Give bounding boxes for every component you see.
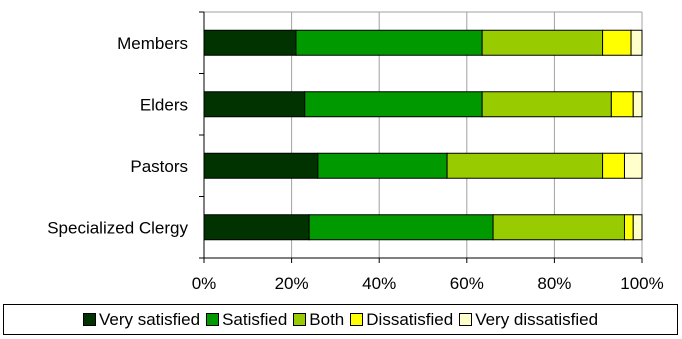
x-tick-labels: 0% 20% 40% 60% 80% 100% bbox=[192, 274, 664, 293]
x-tick-label: 0% bbox=[192, 274, 217, 293]
legend-item: Very dissatisfied bbox=[459, 310, 598, 330]
category-label: Members bbox=[117, 34, 188, 53]
legend-label: Both bbox=[309, 309, 345, 329]
category-labels: Members Elders Pastors Specialized Clergy bbox=[47, 34, 188, 238]
legend-item: Both bbox=[293, 310, 344, 330]
bars bbox=[203, 29, 643, 241]
category-label: Pastors bbox=[130, 157, 188, 176]
bar-segment bbox=[203, 29, 297, 56]
bar-segment bbox=[602, 152, 625, 179]
legend: Very satisfied Satisfied Both Dissatisfied V… bbox=[3, 304, 678, 335]
legend-swatch bbox=[82, 313, 96, 326]
bar-segment bbox=[630, 29, 643, 56]
x-tick-label: 20% bbox=[275, 274, 309, 293]
legend-swatch bbox=[350, 313, 364, 326]
category-label: Specialized Clergy bbox=[47, 218, 188, 237]
legend-item: Dissatisfied bbox=[350, 310, 453, 330]
bar-segment bbox=[203, 91, 306, 118]
bar-segment bbox=[632, 91, 643, 118]
bar-segment bbox=[304, 91, 483, 118]
bar-segment bbox=[623, 152, 643, 179]
bar-segment bbox=[481, 91, 612, 118]
legend-item: Satisfied bbox=[206, 310, 287, 330]
bar-segment bbox=[492, 214, 625, 241]
x-tick-label: 80% bbox=[537, 274, 571, 293]
legend-label: Dissatisfied bbox=[366, 309, 454, 329]
bar-segment bbox=[203, 214, 310, 241]
category-label: Elders bbox=[140, 95, 188, 114]
bar-segment bbox=[610, 91, 634, 118]
bar-segment bbox=[308, 214, 494, 241]
stacked-bar-chart: Members Elders Pastors Specialized Clergy 0… bbox=[47, 11, 664, 293]
bar-segment bbox=[446, 152, 604, 179]
legend-label: Satisfied bbox=[222, 309, 288, 329]
legend-label: Very dissatisfied bbox=[475, 309, 599, 329]
legend-swatch bbox=[293, 313, 307, 326]
x-tick-label: 60% bbox=[450, 274, 484, 293]
legend-swatch bbox=[459, 313, 473, 326]
bar-segment bbox=[623, 214, 634, 241]
legend-item: Very satisfied bbox=[82, 309, 201, 330]
axes bbox=[199, 11, 643, 263]
bar-segment bbox=[632, 214, 643, 241]
legend-swatch bbox=[206, 313, 220, 326]
legend-label: Very satisfied bbox=[98, 309, 201, 329]
x-tick-label: 40% bbox=[362, 274, 396, 293]
bar-segment bbox=[295, 29, 483, 56]
bar-segment bbox=[317, 152, 448, 179]
bar-segment bbox=[602, 29, 632, 56]
bar-segment bbox=[203, 152, 319, 179]
bar-segment bbox=[481, 29, 604, 56]
x-tick-label: 100% bbox=[620, 274, 663, 293]
